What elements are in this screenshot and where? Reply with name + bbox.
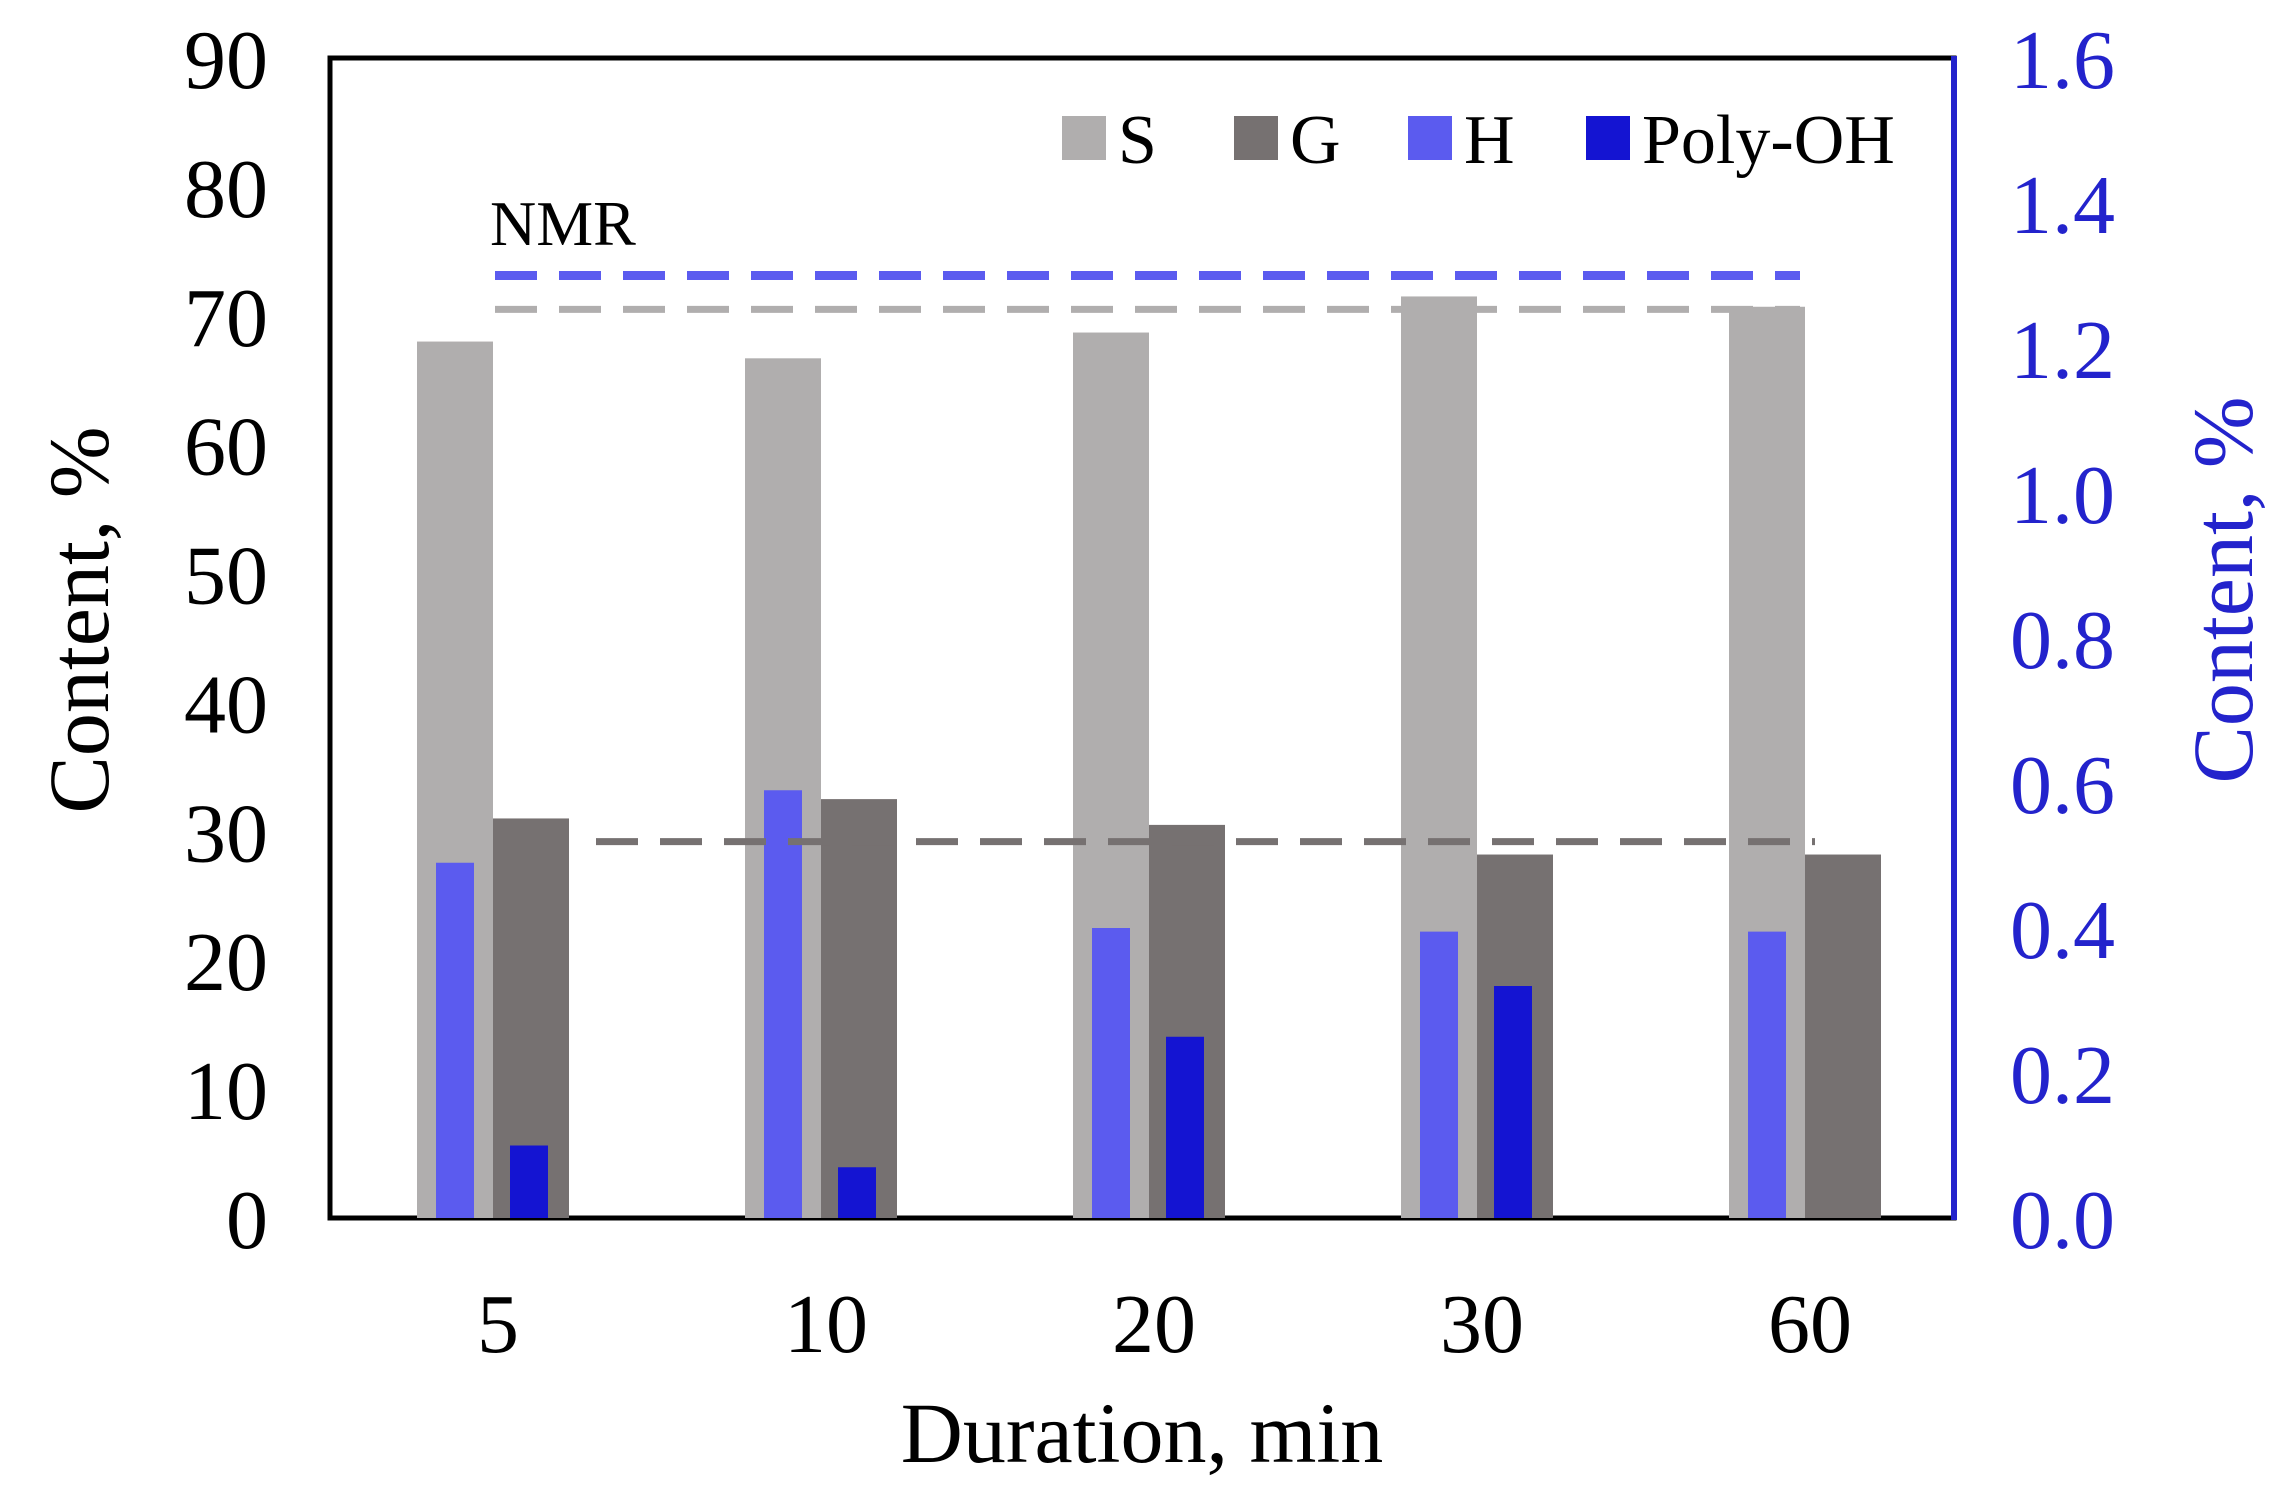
- nmr-reference-lines: [495, 271, 1815, 846]
- left-axis-ticks: 0 10 20 30 40 50 60 70 80 90: [184, 14, 268, 1267]
- bar-h-10: [764, 790, 802, 1218]
- bar-poly-oh-20: [1166, 1036, 1204, 1218]
- right-tick-1-4: 1.4: [2010, 159, 2115, 252]
- legend-swatch-h: [1408, 116, 1452, 160]
- y-axis-label-left: Content, %: [31, 427, 127, 814]
- x-tick-60: 60: [1768, 1278, 1852, 1371]
- right-tick-0-2: 0.2: [2010, 1029, 2115, 1122]
- x-tick-20: 20: [1112, 1278, 1196, 1371]
- left-tick-40: 40: [184, 658, 268, 751]
- legend-swatch-poly-oh: [1586, 116, 1630, 160]
- bars-group: [417, 296, 1881, 1218]
- x-axis-label: Duration, min: [901, 1385, 1384, 1481]
- bar-h-20: [1092, 928, 1130, 1218]
- left-tick-50: 50: [184, 530, 268, 623]
- right-tick-0-8: 0.8: [2010, 594, 2115, 687]
- bar-h-5: [436, 862, 474, 1218]
- left-tick-90: 90: [184, 14, 268, 107]
- x-tick-5: 5: [477, 1278, 519, 1371]
- legend-label-s: S: [1118, 102, 1157, 179]
- legend-label-h: H: [1464, 102, 1515, 179]
- x-tick-30: 30: [1440, 1278, 1524, 1371]
- left-tick-70: 70: [184, 272, 268, 365]
- right-tick-1-2: 1.2: [2010, 304, 2115, 397]
- left-tick-10: 10: [184, 1045, 268, 1138]
- x-axis-ticks: 5 10 20 30 60: [477, 1278, 1852, 1371]
- bar-g-10: [821, 799, 897, 1218]
- bar-poly-oh-10: [838, 1167, 876, 1218]
- annotation-nmr: NMR: [490, 188, 636, 259]
- left-tick-30: 30: [184, 787, 268, 880]
- left-tick-60: 60: [184, 401, 268, 494]
- right-tick-0-4: 0.4: [2010, 884, 2115, 977]
- right-tick-0-6: 0.6: [2010, 739, 2115, 832]
- right-tick-1-0: 1.0: [2010, 449, 2115, 542]
- bar-h-30: [1420, 931, 1458, 1218]
- right-axis-ticks: 0.0 0.2 0.4 0.6 0.8 1.0 1.2 1.4 1.6: [2010, 14, 2115, 1267]
- legend-label-g: G: [1290, 102, 1341, 179]
- x-tick-10: 10: [784, 1278, 868, 1371]
- bar-poly-oh-30: [1494, 986, 1532, 1218]
- legend: S G H Poly-OH: [1062, 102, 1895, 179]
- legend-swatch-s: [1062, 116, 1106, 160]
- bar-g-60: [1805, 854, 1881, 1218]
- bar-poly-oh-5: [510, 1145, 548, 1218]
- bar-h-60: [1748, 931, 1786, 1218]
- left-tick-20: 20: [184, 916, 268, 1009]
- y-axis-label-right: Content, %: [2175, 397, 2271, 784]
- left-tick-80: 80: [184, 143, 268, 236]
- right-tick-0-0: 0.0: [2010, 1174, 2115, 1267]
- legend-swatch-g: [1234, 116, 1278, 160]
- right-tick-1-6: 1.6: [2010, 14, 2115, 107]
- legend-label-poly-oh: Poly-OH: [1642, 102, 1895, 179]
- left-tick-0: 0: [226, 1174, 268, 1267]
